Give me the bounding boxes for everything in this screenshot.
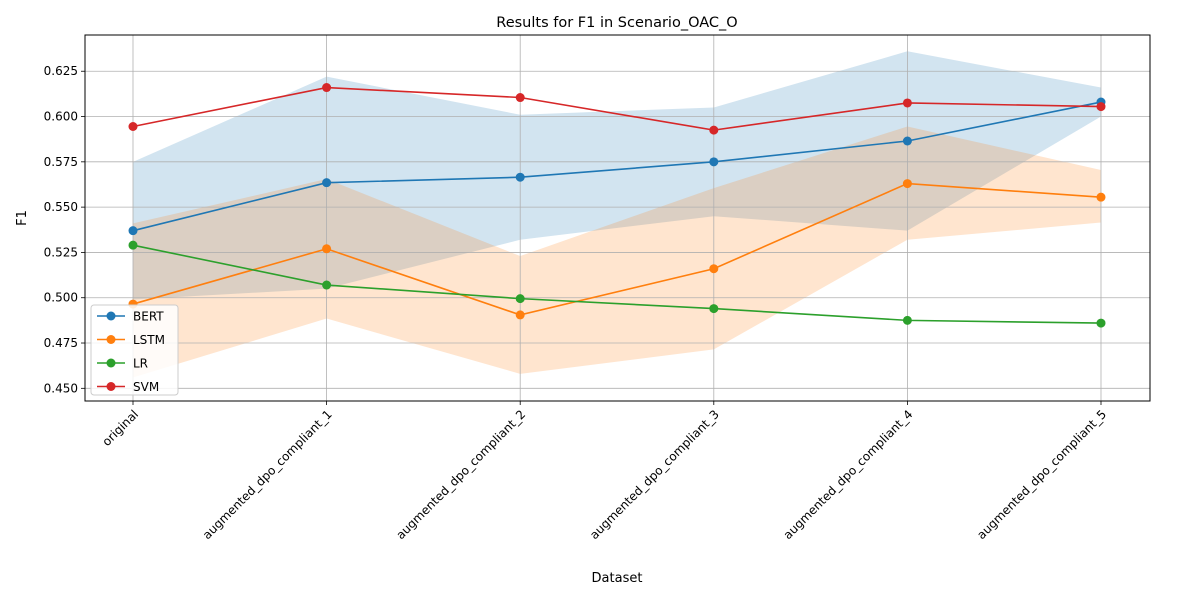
series-line-lr — [132, 244, 1102, 324]
series-line-lstm — [132, 182, 1102, 316]
plot-area-frame — [84, 34, 1151, 402]
point-bert — [128, 226, 138, 236]
chart-title: Results for F1 in Scenario_OAC_O — [496, 15, 737, 31]
point-lr — [902, 315, 912, 325]
point-svm — [128, 122, 138, 131]
series-line-svm — [132, 86, 1102, 131]
x-tick-label: augmented_dpo_compliant_2 — [393, 407, 528, 542]
point-lr — [515, 294, 525, 304]
legend-label-bert: BERT — [133, 310, 164, 324]
legend-marker-bert — [106, 311, 116, 321]
point-svm — [515, 93, 525, 103]
point-svm — [709, 125, 719, 135]
point-lr — [709, 304, 719, 314]
y-tick-label: 0.625 — [44, 64, 78, 78]
legend-marker-svm — [106, 382, 116, 391]
y-axis: 0.450 0.475 0.500 0.525 0.550 0.575 0.600 0.625 — [44, 64, 85, 395]
point-bert — [515, 172, 525, 182]
legend-marker-lr — [106, 358, 116, 368]
x-tick-label: augmented_dpo_compliant_3 — [587, 407, 722, 542]
x-tick-label: original — [100, 407, 142, 449]
x-tick-label: augmented_dpo_compliant_5 — [974, 407, 1109, 542]
x-tick-label: augmented_dpo_compliant_1 — [200, 407, 335, 542]
y-tick-label: 0.475 — [44, 336, 78, 350]
point-svm — [902, 98, 912, 108]
y-tick-label: 0.550 — [44, 200, 78, 214]
point-lstm — [902, 179, 912, 189]
y-tick-label: 0.525 — [44, 245, 78, 259]
legend-label-lstm: LSTM — [133, 333, 165, 347]
series-lines — [128, 83, 1106, 328]
point-svm — [322, 83, 332, 93]
legend-label-lr: LR — [133, 357, 148, 371]
point-lr — [1096, 318, 1106, 328]
point-bert — [902, 136, 912, 146]
x-tick-label: augmented_dpo_compliant_4 — [781, 407, 916, 542]
y-tick-label: 0.600 — [44, 110, 78, 124]
series-line-bert — [132, 101, 1102, 232]
point-bert — [709, 157, 719, 167]
x-axis-label: Dataset — [592, 571, 643, 586]
legend-marker-lstm — [106, 335, 116, 344]
legend-box — [90, 304, 179, 396]
legend: BERT LSTM LR SVM — [90, 304, 179, 396]
y-tick-label: 0.450 — [44, 381, 78, 395]
point-lstm — [322, 244, 332, 254]
point-lstm — [515, 310, 525, 320]
point-lstm — [1096, 192, 1106, 202]
point-lstm — [709, 264, 719, 274]
band-bert — [133, 51, 1101, 300]
band-lstm — [133, 126, 1101, 378]
point-bert — [322, 178, 332, 188]
confidence-bands — [133, 51, 1101, 378]
legend-label-svm: SVM — [133, 380, 159, 394]
y-tick-label: 0.575 — [44, 155, 78, 169]
y-tick-label: 0.500 — [44, 291, 78, 305]
point-svm — [1096, 102, 1106, 112]
y-axis-label: F1 — [15, 210, 30, 226]
point-lr — [128, 240, 138, 250]
point-lr — [322, 280, 332, 290]
x-axis: original augmented_dpo_compliant_1 augment… — [100, 401, 1109, 542]
